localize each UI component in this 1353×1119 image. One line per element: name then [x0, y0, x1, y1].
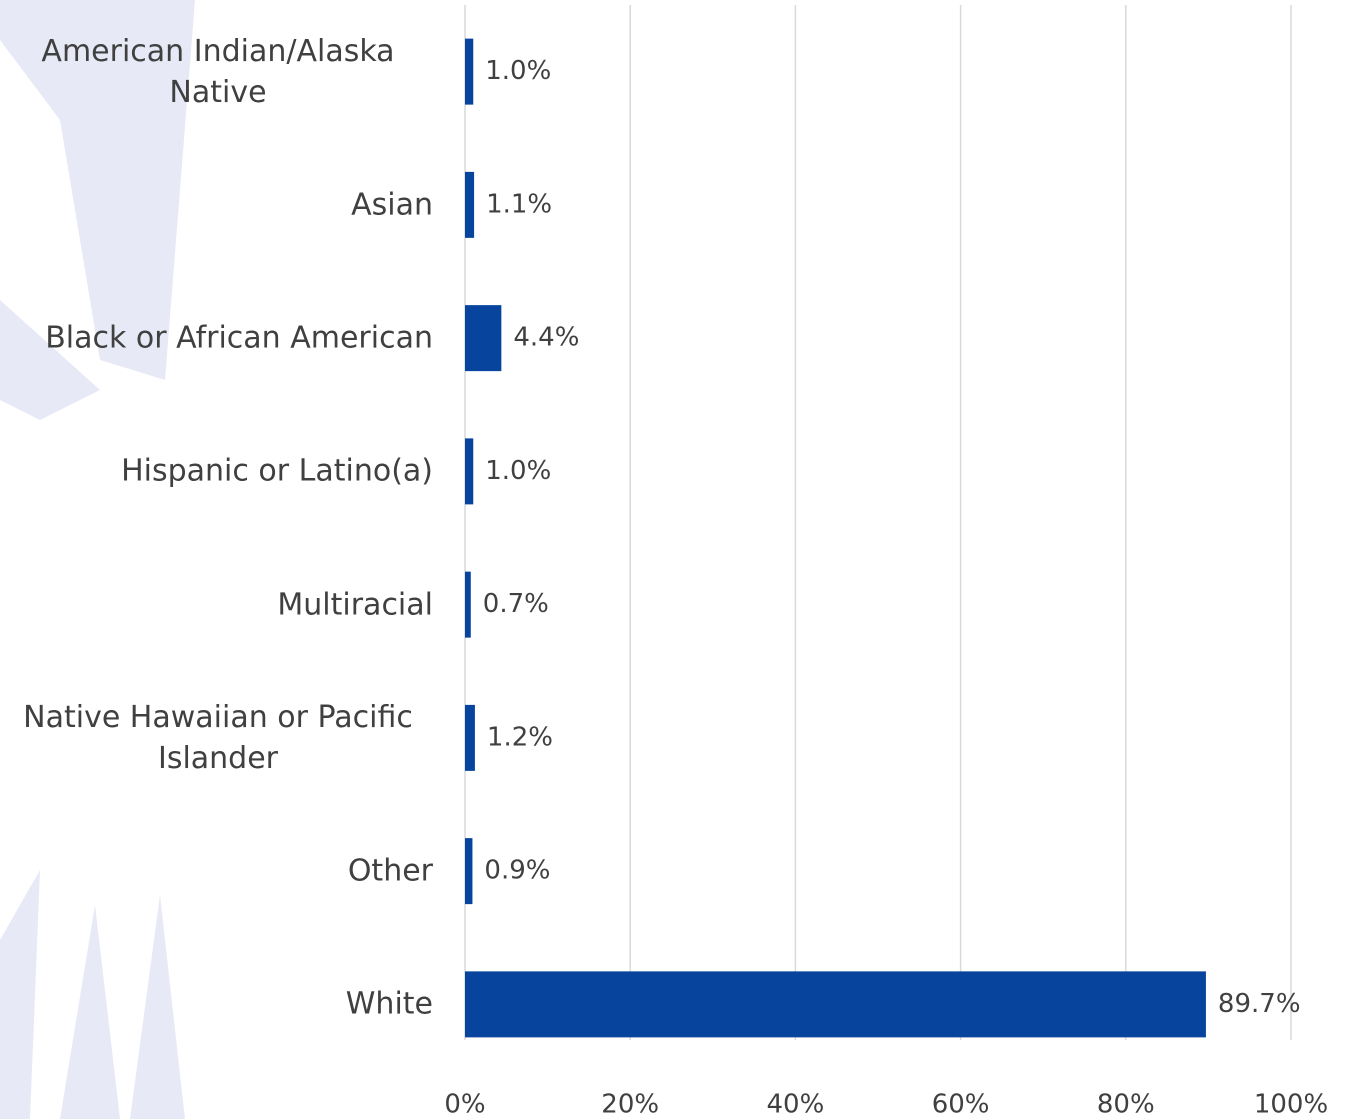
- y-tick-label: American Indian/Alaska Native: [3, 31, 433, 113]
- value-label: 0.9%: [484, 856, 550, 886]
- bar: [465, 39, 473, 105]
- value-label: 0.7%: [483, 589, 549, 619]
- bar: [465, 305, 501, 371]
- y-tick-label: White: [346, 984, 433, 1025]
- y-tick-label: Multiracial: [277, 584, 433, 625]
- background-decoration: [0, 0, 195, 1119]
- value-label: 1.0%: [485, 56, 551, 86]
- x-tick-label: 20%: [601, 1090, 659, 1119]
- plot-area: 0% 20% 40% 60% 80% 100% 1.0% 1.1% 4.4% 1.0% 0.7% 1.…: [444, 5, 1328, 1119]
- value-label: 4.4%: [513, 323, 579, 353]
- value-label: 1.0%: [485, 456, 551, 486]
- y-tick-label: Asian: [351, 184, 433, 225]
- x-tick-label: 100%: [1254, 1090, 1328, 1119]
- x-tick-label: 80%: [1097, 1090, 1155, 1119]
- bar: [465, 971, 1206, 1037]
- x-tick-label: 0%: [444, 1090, 485, 1119]
- chart-svg: 0% 20% 40% 60% 80% 100% 1.0% 1.1% 4.4% 1.0% 0.7% 1.…: [0, 0, 1353, 1119]
- x-tick-label: 40%: [767, 1090, 825, 1119]
- bar: [465, 705, 475, 771]
- y-tick-label: Other: [348, 851, 433, 892]
- y-tick-label: Native Hawaiian or Pacific Islander: [3, 697, 433, 779]
- value-label: 89.7%: [1218, 989, 1301, 1019]
- y-tick-label: Black or African American: [45, 318, 433, 359]
- bar: [465, 838, 472, 904]
- y-tick-label: Hispanic or Latino(a): [121, 451, 433, 492]
- bar: [465, 172, 474, 238]
- x-tick-label: 60%: [932, 1090, 990, 1119]
- bar: [465, 438, 473, 504]
- value-label: 1.1%: [486, 189, 552, 219]
- chart: 0% 20% 40% 60% 80% 100% 1.0% 1.1% 4.4% 1.0% 0.7% 1.…: [0, 0, 1353, 1119]
- value-label: 1.2%: [487, 722, 553, 752]
- bar: [465, 572, 471, 638]
